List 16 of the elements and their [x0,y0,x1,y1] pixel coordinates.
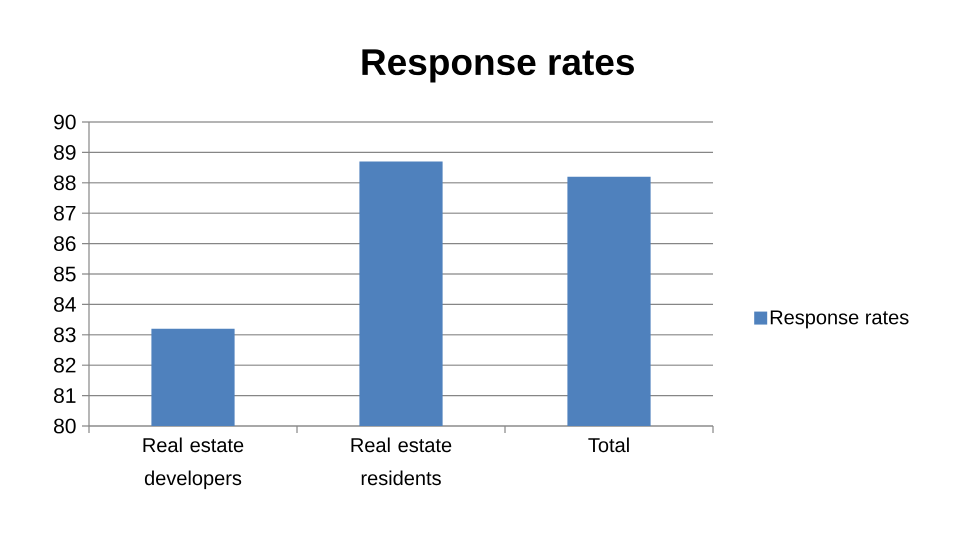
y-tick-label: 86 [54,236,76,252]
x-tick-label: Total [588,438,629,452]
y-tick-label: 88 [54,175,76,190]
x-tick-label: Real estate residents [352,438,452,486]
chart-title: Response rates [362,49,634,82]
y-tick-label: 87 [54,206,76,221]
y-tick-label: 80 [54,418,76,434]
y-tick-label: 83 [54,327,76,342]
y-tick-label: 90 [54,114,76,130]
y-tick-label: 85 [54,266,76,282]
y-tick-label: 89 [54,144,76,160]
legend-label: Response rates [770,310,909,328]
x-tick-label: Real estate developers [144,438,244,490]
y-tick-label: 84 [54,296,76,312]
y-tick-label: 82 [54,358,76,373]
y-tick-label: 81 [54,388,76,404]
